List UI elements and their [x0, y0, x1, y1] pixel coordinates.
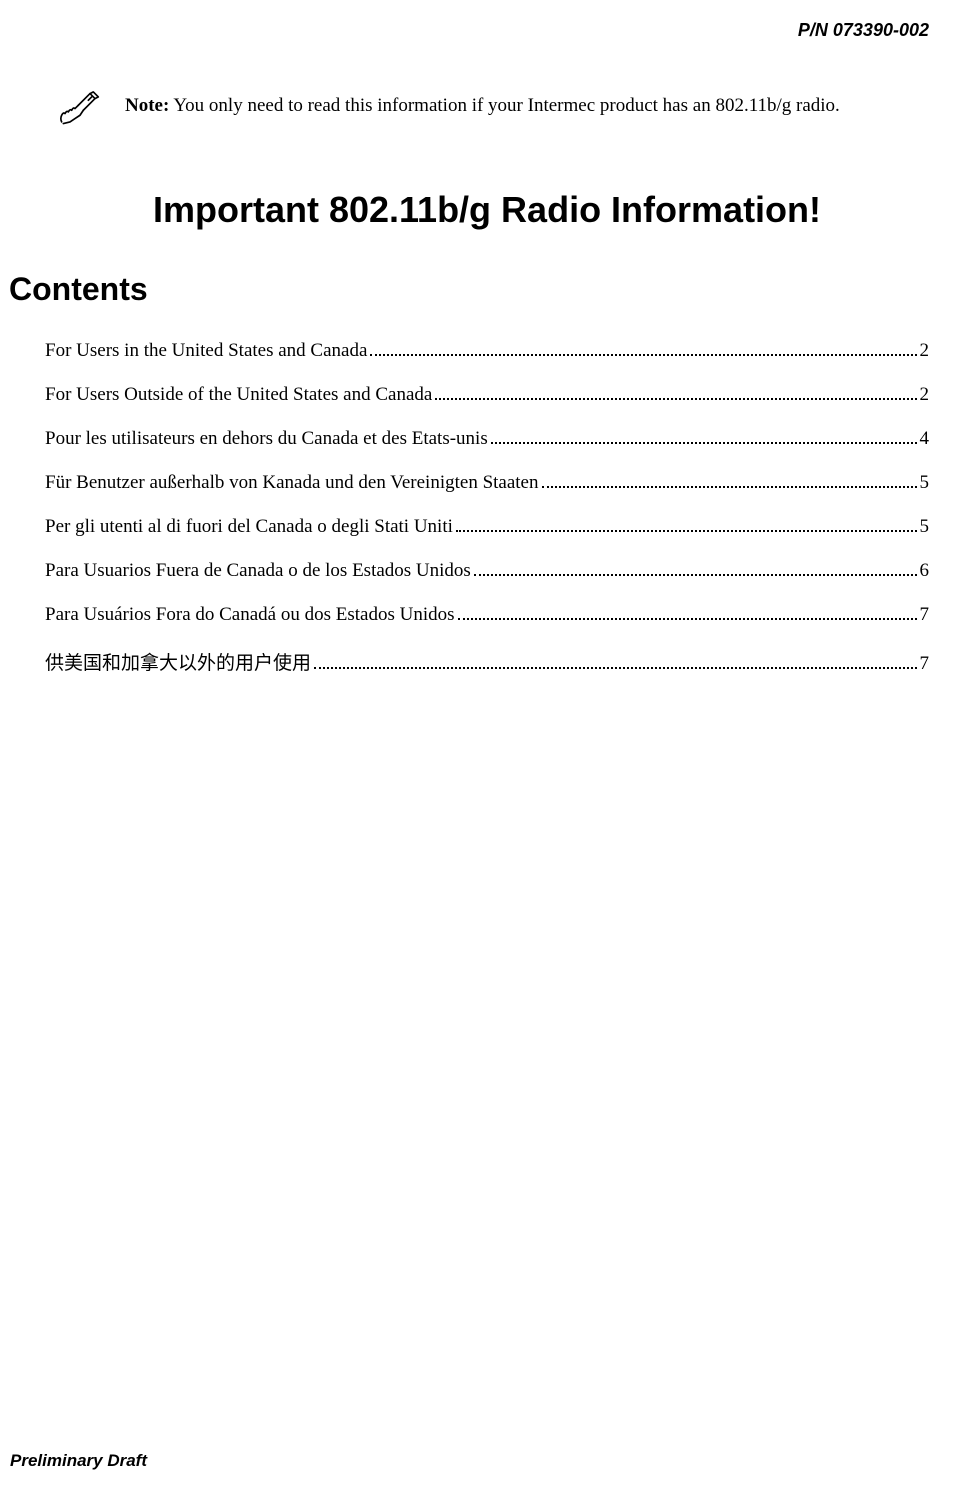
toc-leader-dots — [456, 530, 917, 532]
toc-title: For Users Outside of the United States a… — [45, 384, 432, 406]
toc-page: 5 — [920, 472, 930, 494]
toc-entry: Para Usuarios Fuera de Canada o de los E… — [45, 560, 929, 582]
note-text: Note: You only need to read this informa… — [125, 89, 840, 120]
toc-leader-dots — [370, 354, 916, 356]
toc-page: 6 — [920, 560, 930, 582]
toc-title: Para Usuarios Fuera de Canada o de los E… — [45, 560, 471, 582]
part-number-header: P/N 073390-002 — [45, 20, 929, 41]
toc-leader-dots — [458, 618, 917, 620]
toc-page: 5 — [920, 516, 930, 538]
toc-entry: Para Usuários Fora do Canadá ou dos Esta… — [45, 604, 929, 626]
toc-leader-dots — [435, 398, 916, 400]
toc-leader-dots — [474, 574, 917, 576]
note-label: Note: — [125, 95, 169, 116]
toc-page: 2 — [920, 340, 930, 362]
table-of-contents: For Users in the United States and Canad… — [45, 340, 929, 675]
toc-title: Per gli utenti al di fuori del Canada o … — [45, 516, 453, 538]
toc-entry: For Users Outside of the United States a… — [45, 384, 929, 406]
toc-entry: 供美国和加拿大以外的用户使用 7 — [45, 648, 929, 675]
toc-entry: Pour les utilisateurs en dehors du Canad… — [45, 428, 929, 450]
toc-leader-dots — [314, 667, 916, 669]
hand-writing-icon — [55, 89, 105, 129]
toc-entry: For Users in the United States and Canad… — [45, 340, 929, 362]
note-callout: Note: You only need to read this informa… — [55, 89, 929, 129]
footer-text: Preliminary Draft — [10, 1451, 147, 1471]
toc-page: 7 — [920, 604, 930, 626]
toc-entry: Für Benutzer außerhalb von Kanada und de… — [45, 472, 929, 494]
toc-page: 2 — [920, 384, 930, 406]
toc-title: Für Benutzer außerhalb von Kanada und de… — [45, 472, 539, 494]
toc-entry: Per gli utenti al di fuori del Canada o … — [45, 516, 929, 538]
toc-title: Pour les utilisateurs en dehors du Canad… — [45, 428, 488, 450]
note-body: You only need to read this information i… — [169, 95, 840, 116]
toc-title: 供美国和加拿大以外的用户使用 — [45, 648, 311, 675]
toc-leader-dots — [542, 486, 917, 488]
toc-leader-dots — [491, 442, 917, 444]
toc-page: 4 — [920, 428, 930, 450]
toc-page: 7 — [920, 653, 930, 675]
contents-heading: Contents — [9, 271, 929, 308]
toc-title: For Users in the United States and Canad… — [45, 340, 367, 362]
main-title: Important 802.11b/g Radio Information! — [45, 189, 929, 231]
toc-title: Para Usuários Fora do Canadá ou dos Esta… — [45, 604, 455, 626]
